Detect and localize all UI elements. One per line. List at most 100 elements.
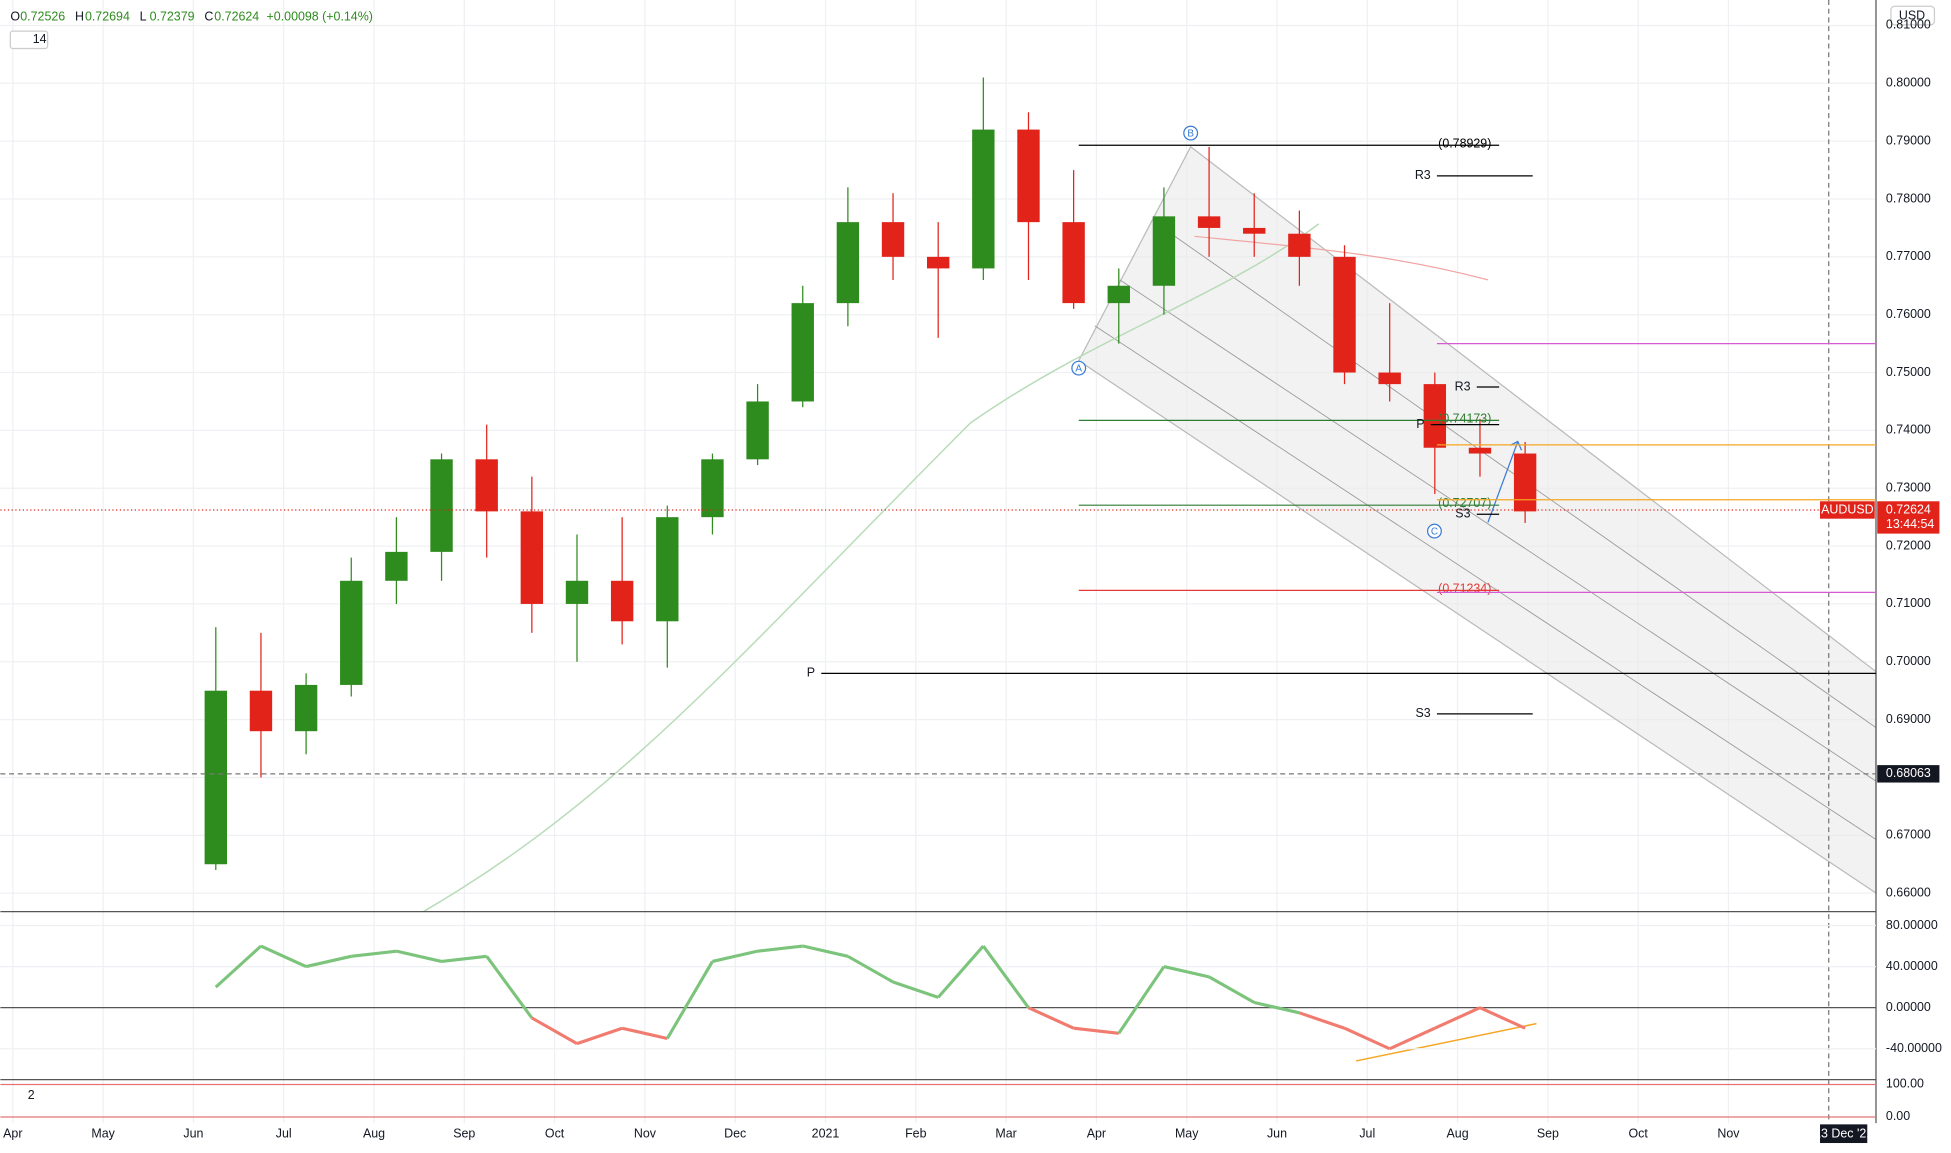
x-tick-label: Oct [545, 1127, 565, 1141]
arrow-head [1510, 440, 1523, 451]
candle-body [926, 256, 950, 269]
ohlc-label: O [10, 10, 20, 24]
lower-tick-label: 100.00 [1886, 1077, 1924, 1091]
osc-tick-label: 40.00000 [1886, 959, 1938, 973]
candle-body [746, 401, 769, 460]
ohlc-label: H [75, 10, 84, 24]
x-tick-label: Jul [276, 1127, 292, 1141]
ohlc-label: L [140, 10, 147, 24]
fib-label: (0.71234) [1438, 581, 1491, 595]
ohlc-value: 0.72379 [150, 10, 195, 24]
y-tick-label: 0.75000 [1886, 365, 1931, 379]
candle-body [791, 303, 814, 402]
lower-tick-label: 0.00 [1886, 1109, 1910, 1123]
osc-segment [214, 944, 263, 989]
osc-segment [1253, 1001, 1300, 1015]
candle-body [430, 459, 453, 552]
crosshair-price-box [1877, 765, 1940, 783]
wave-label: A [1075, 363, 1082, 374]
wave-marker [1183, 125, 1199, 141]
osc-segment [892, 980, 939, 999]
pivot-label: R3 [1455, 379, 1471, 393]
x-tick-label: Aug [1447, 1127, 1469, 1141]
indicator-input-text: 2 [28, 1088, 35, 1102]
candle-body [385, 551, 408, 581]
indicator-input[interactable] [9, 30, 49, 50]
osc-segment [847, 954, 894, 984]
candle-body [1423, 384, 1447, 448]
y-tick-label: 0.74000 [1886, 423, 1931, 437]
moving-average [1194, 235, 1489, 281]
osc-segment [621, 1026, 668, 1041]
ohlc-value: 0.72526 [20, 10, 65, 24]
candle-body [1017, 129, 1040, 223]
symbol: AUDUSD [1821, 502, 1873, 516]
osc-segment [351, 949, 397, 958]
channel-line [1094, 325, 1877, 840]
osc-segment [757, 944, 803, 953]
wave-label: C [1431, 526, 1438, 537]
ohlc-value: 0.72694 [85, 10, 130, 24]
candle-body [1152, 216, 1176, 286]
osc-segment [1434, 1006, 1481, 1030]
x-tick-label: 2021 [812, 1127, 840, 1141]
x-tick-label: Sep [1537, 1127, 1559, 1141]
crosshair-date-box [1820, 1124, 1868, 1144]
candle-body [1243, 227, 1266, 234]
y-tick-label: 0.79000 [1886, 133, 1931, 147]
candle-body [1333, 256, 1356, 373]
trendline [1355, 1022, 1537, 1062]
wave-marker [1426, 523, 1442, 539]
currency-button[interactable] [1890, 5, 1936, 26]
osc-segment [1343, 1026, 1391, 1051]
fib-label: (0.78929) [1438, 136, 1491, 150]
osc-tick-label: -40.00000 [1886, 1041, 1942, 1055]
y-tick-label: 0.66000 [1886, 885, 1931, 899]
candle-body [881, 222, 905, 257]
header: O 0.72526 H 0.72694 L 0.72379 C 0.72624 +0.00098… [10, 10, 373, 24]
countdown: 13:44:54 [1886, 517, 1934, 531]
x-tick-label: Feb [905, 1127, 926, 1141]
ohlc-label: C [204, 10, 213, 24]
x-tick-label: Dec [724, 1127, 746, 1141]
pivot-label: S3 [1455, 507, 1470, 521]
osc-segment [531, 1016, 578, 1045]
crosshair-price: 0.68063 [1886, 766, 1931, 780]
x-tick-label: Apr [1087, 1127, 1106, 1141]
last-price-box [1877, 501, 1940, 534]
osc-segment [305, 954, 352, 969]
x-tick-label: Jul [1359, 1127, 1375, 1141]
osc-segment [576, 1026, 623, 1046]
osc-segment [1479, 1006, 1526, 1030]
candle-body [972, 129, 995, 269]
channel-line [1119, 279, 1877, 782]
candle-body [294, 684, 318, 732]
candle-body [520, 511, 544, 604]
osc-segment [260, 944, 307, 968]
pivot-label: P [807, 666, 815, 680]
last-price: 0.72624 [1886, 502, 1931, 516]
x-tick-label: May [91, 1127, 115, 1141]
osc-segment [441, 954, 487, 963]
ohlc-value: 0.72624 [214, 10, 259, 24]
x-tick-label: Apr [3, 1127, 22, 1141]
candle-body [1378, 372, 1401, 385]
change: +0.00098 (+0.14%) [267, 10, 373, 24]
osc-segment [1027, 1006, 1075, 1030]
osc-segment [1073, 1026, 1119, 1035]
y-tick-label: 0.67000 [1886, 828, 1931, 842]
y-tick-label: 0.71000 [1886, 596, 1931, 610]
osc-segment [1389, 1026, 1436, 1051]
candle-body [204, 690, 227, 865]
candle-body [1513, 453, 1537, 512]
osc-tick-label: 0.00000 [1886, 1000, 1931, 1014]
moving-average [422, 223, 1320, 913]
y-tick-label: 0.80000 [1886, 76, 1931, 90]
pivot-label: S3 [1416, 706, 1431, 720]
y-tick-label: 0.72000 [1886, 538, 1931, 552]
x-tick-label: Jun [183, 1127, 203, 1141]
projection-arrow [1487, 441, 1519, 523]
x-tick-label: Nov [634, 1127, 657, 1141]
y-tick-label: 0.70000 [1886, 654, 1931, 668]
y-tick-label: 0.78000 [1886, 191, 1931, 205]
